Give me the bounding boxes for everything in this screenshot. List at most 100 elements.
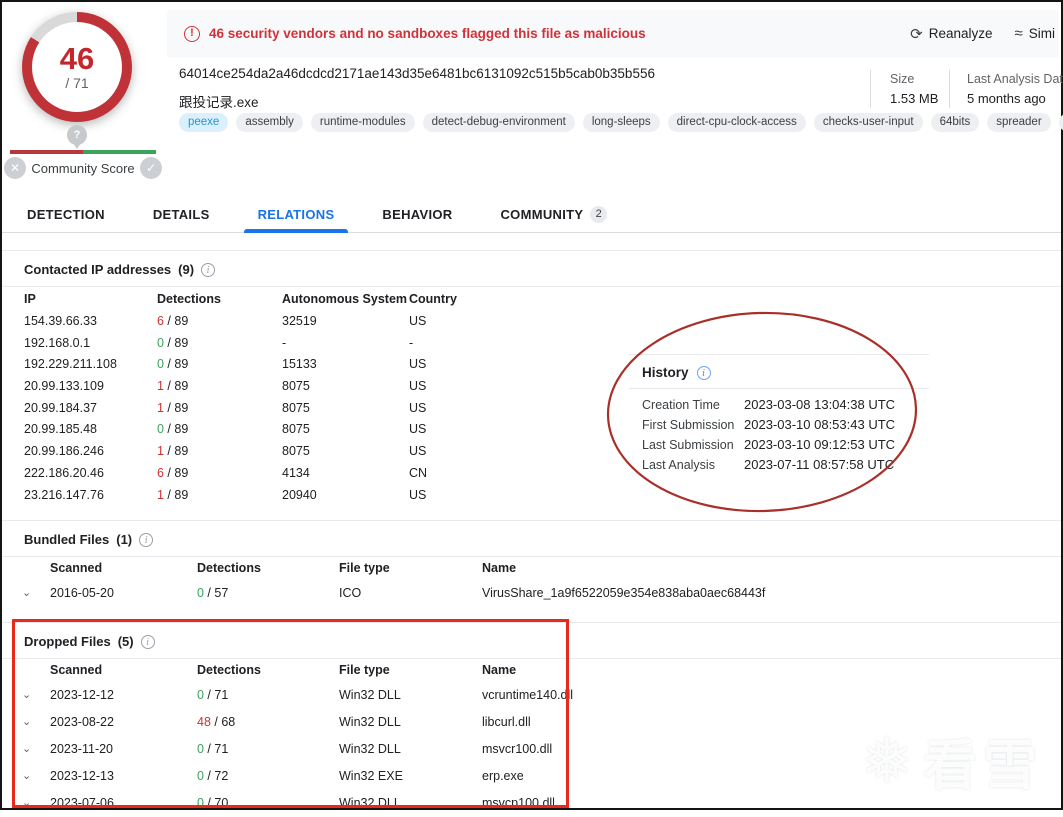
tab-details[interactable]: DETAILS bbox=[152, 207, 210, 222]
table-row: 20.99.133.109 1 / 89 8075 US bbox=[2, 376, 1061, 398]
file-link[interactable]: msvcp100.dll bbox=[482, 796, 555, 810]
table-row: 222.186.20.46 6 / 89 4134 CN bbox=[2, 463, 1061, 485]
chevron-down-icon[interactable]: ⌄ bbox=[22, 689, 32, 701]
table-row: ⌄ 2023-07-06 0 / 70 Win32 DLL msvcp100.d… bbox=[2, 790, 1061, 817]
history-row: Last Analysis 2023-07-11 08:57:58 UTC bbox=[629, 455, 929, 475]
detections-count: 48 bbox=[197, 715, 211, 729]
detections-total: / 71 bbox=[203, 688, 229, 702]
tag-peexe[interactable]: peexe bbox=[179, 113, 229, 132]
detections-total: / 72 bbox=[203, 769, 229, 783]
bundled-title: Bundled Files bbox=[24, 532, 110, 547]
bundled-title-divider bbox=[2, 556, 1061, 557]
tag-detect-debug-environment[interactable]: detect-debug-environment bbox=[422, 113, 575, 132]
info-icon[interactable]: i bbox=[201, 262, 216, 277]
similar-label: Simi bbox=[1028, 26, 1055, 41]
ip-link[interactable]: 192.168.0.1 bbox=[24, 335, 91, 350]
history-value: 2023-03-10 08:53:43 UTC bbox=[744, 417, 896, 432]
detections-count: 0 bbox=[157, 422, 164, 437]
vote-harmless-icon[interactable]: ✓ bbox=[140, 157, 162, 179]
community-score-label: Community Score bbox=[31, 160, 135, 176]
file-type: Win32 DLL bbox=[339, 742, 401, 756]
detections-count: 1 bbox=[157, 487, 164, 502]
chevron-down-icon[interactable]: ⌄ bbox=[22, 797, 32, 809]
history-row: First Submission 2023-03-10 08:53:43 UTC bbox=[629, 415, 929, 435]
table-row: 192.229.211.108 0 / 89 15133 US bbox=[2, 354, 1061, 376]
file-link[interactable]: msvcr100.dll bbox=[482, 742, 553, 756]
file-hash[interactable]: 64014ce254da2a46dcdcd2171ae143d35e6481bc… bbox=[179, 66, 655, 81]
ip-link[interactable]: 20.99.184.37 bbox=[24, 400, 97, 415]
info-icon[interactable]: i bbox=[140, 634, 155, 649]
info-icon[interactable]: i bbox=[139, 532, 154, 547]
scanned-date: 2023-07-06 bbox=[50, 796, 114, 810]
community-count-badge: 2 bbox=[590, 206, 608, 223]
tab-relations[interactable]: RELATIONS bbox=[243, 197, 349, 233]
detections-count: 0 bbox=[157, 357, 164, 372]
tag-direct-cpu-clock-access[interactable]: direct-cpu-clock-access bbox=[667, 113, 806, 132]
ips-col-ip: IP bbox=[24, 292, 36, 306]
table-row: ⌄ 2016-05-20 0 / 57 ICO VirusShare_1a9f6… bbox=[2, 580, 1061, 607]
history-value: 2023-03-08 13:04:38 UTC bbox=[744, 397, 896, 412]
as-number: - bbox=[282, 335, 287, 350]
tab-bar: DETECTION DETAILS RELATIONS BEHAVIOR COM… bbox=[2, 197, 1061, 233]
detections-count: 1 bbox=[157, 379, 164, 394]
detections-total: / 89 bbox=[163, 422, 189, 437]
ips-title-divider bbox=[2, 286, 1061, 287]
ip-link[interactable]: 20.99.133.109 bbox=[24, 379, 104, 394]
dropped-header-row: Scanned Detections File type Name bbox=[2, 659, 1061, 682]
history-label: Creation Time bbox=[642, 398, 720, 412]
history-row: Last Submission 2023-03-10 09:12:53 UTC bbox=[629, 435, 929, 455]
tag-spreader[interactable]: spreader bbox=[987, 113, 1051, 132]
file-type: ICO bbox=[339, 586, 362, 600]
bundled-header-row: Scanned Detections File type Name bbox=[2, 557, 1061, 580]
chevron-down-icon[interactable]: ⌄ bbox=[22, 743, 32, 755]
file-link[interactable]: VirusShare_1a9f6522059e354e838aba0aec684… bbox=[482, 586, 766, 600]
info-icon[interactable]: i bbox=[696, 365, 711, 380]
as-number: 15133 bbox=[282, 357, 317, 372]
tab-behavior[interactable]: BEHAVIOR bbox=[382, 207, 453, 222]
similar-button[interactable]: ≈ Simi bbox=[1015, 25, 1055, 42]
tag-checks-user-input[interactable]: checks-user-input bbox=[813, 113, 923, 132]
chevron-down-icon[interactable]: ⌄ bbox=[22, 770, 32, 782]
score-bar-green bbox=[83, 150, 156, 154]
as-number: 8075 bbox=[282, 444, 310, 459]
col-filetype: File type bbox=[339, 663, 390, 677]
ip-link[interactable]: 154.39.66.33 bbox=[24, 314, 97, 328]
dropped-title: Dropped Files bbox=[24, 634, 111, 649]
file-link[interactable]: erp.exe bbox=[482, 769, 524, 783]
tag-persistence[interactable]: persistence bbox=[1058, 113, 1063, 132]
similarity-icon: ≈ bbox=[1014, 25, 1023, 42]
country: US bbox=[409, 487, 427, 502]
as-number: 8075 bbox=[282, 379, 310, 394]
tag-64bits[interactable]: 64bits bbox=[930, 113, 980, 132]
reanalyze-button[interactable]: ⟳ Reanalyze bbox=[910, 25, 992, 43]
ip-link[interactable]: 20.99.186.246 bbox=[24, 444, 104, 459]
tab-community[interactable]: COMMUNITY 2 bbox=[500, 197, 608, 233]
table-row: ⌄ 2023-12-12 0 / 71 Win32 DLL vcruntime1… bbox=[2, 682, 1061, 709]
vote-malicious-icon[interactable]: ✕ bbox=[4, 157, 26, 179]
file-link[interactable]: vcruntime140.dll bbox=[482, 688, 574, 702]
detections-total: / 89 bbox=[163, 335, 189, 350]
history-row: Creation Time 2023-03-08 13:04:38 UTC bbox=[629, 395, 929, 415]
ip-link[interactable]: 23.216.147.76 bbox=[24, 487, 104, 502]
chevron-down-icon[interactable]: ⌄ bbox=[22, 716, 32, 728]
ip-link[interactable]: 192.229.211.108 bbox=[24, 357, 117, 372]
history-title: History bbox=[642, 365, 689, 380]
bundled-files-section: Bundled Files (1) i Scanned Detections F… bbox=[2, 521, 1061, 607]
scanned-date: 2023-12-13 bbox=[50, 769, 114, 783]
malicious-banner: ! 46 security vendors and no sandboxes f… bbox=[167, 10, 1059, 57]
tag-assembly[interactable]: assembly bbox=[236, 113, 303, 132]
file-link[interactable]: libcurl.dll bbox=[482, 715, 531, 729]
country: - bbox=[409, 335, 414, 350]
reanalyze-icon: ⟳ bbox=[910, 25, 923, 43]
tag-runtime-modules[interactable]: runtime-modules bbox=[310, 113, 415, 132]
size-label: Size bbox=[890, 72, 915, 86]
ip-link[interactable]: 222.186.20.46 bbox=[24, 465, 104, 480]
community-score-pin-icon: ? bbox=[67, 125, 87, 149]
scanned-date: 2023-12-12 bbox=[50, 688, 114, 702]
tab-detection[interactable]: DETECTION bbox=[27, 207, 105, 222]
chevron-down-icon[interactable]: ⌄ bbox=[22, 587, 32, 599]
ip-link[interactable]: 20.99.185.48 bbox=[24, 422, 97, 437]
tag-long-sleeps[interactable]: long-sleeps bbox=[582, 113, 660, 132]
contacted-ips-section: Contacted IP addresses (9) i IP Detectio… bbox=[2, 251, 1061, 506]
dropped-title-divider bbox=[2, 658, 1061, 659]
